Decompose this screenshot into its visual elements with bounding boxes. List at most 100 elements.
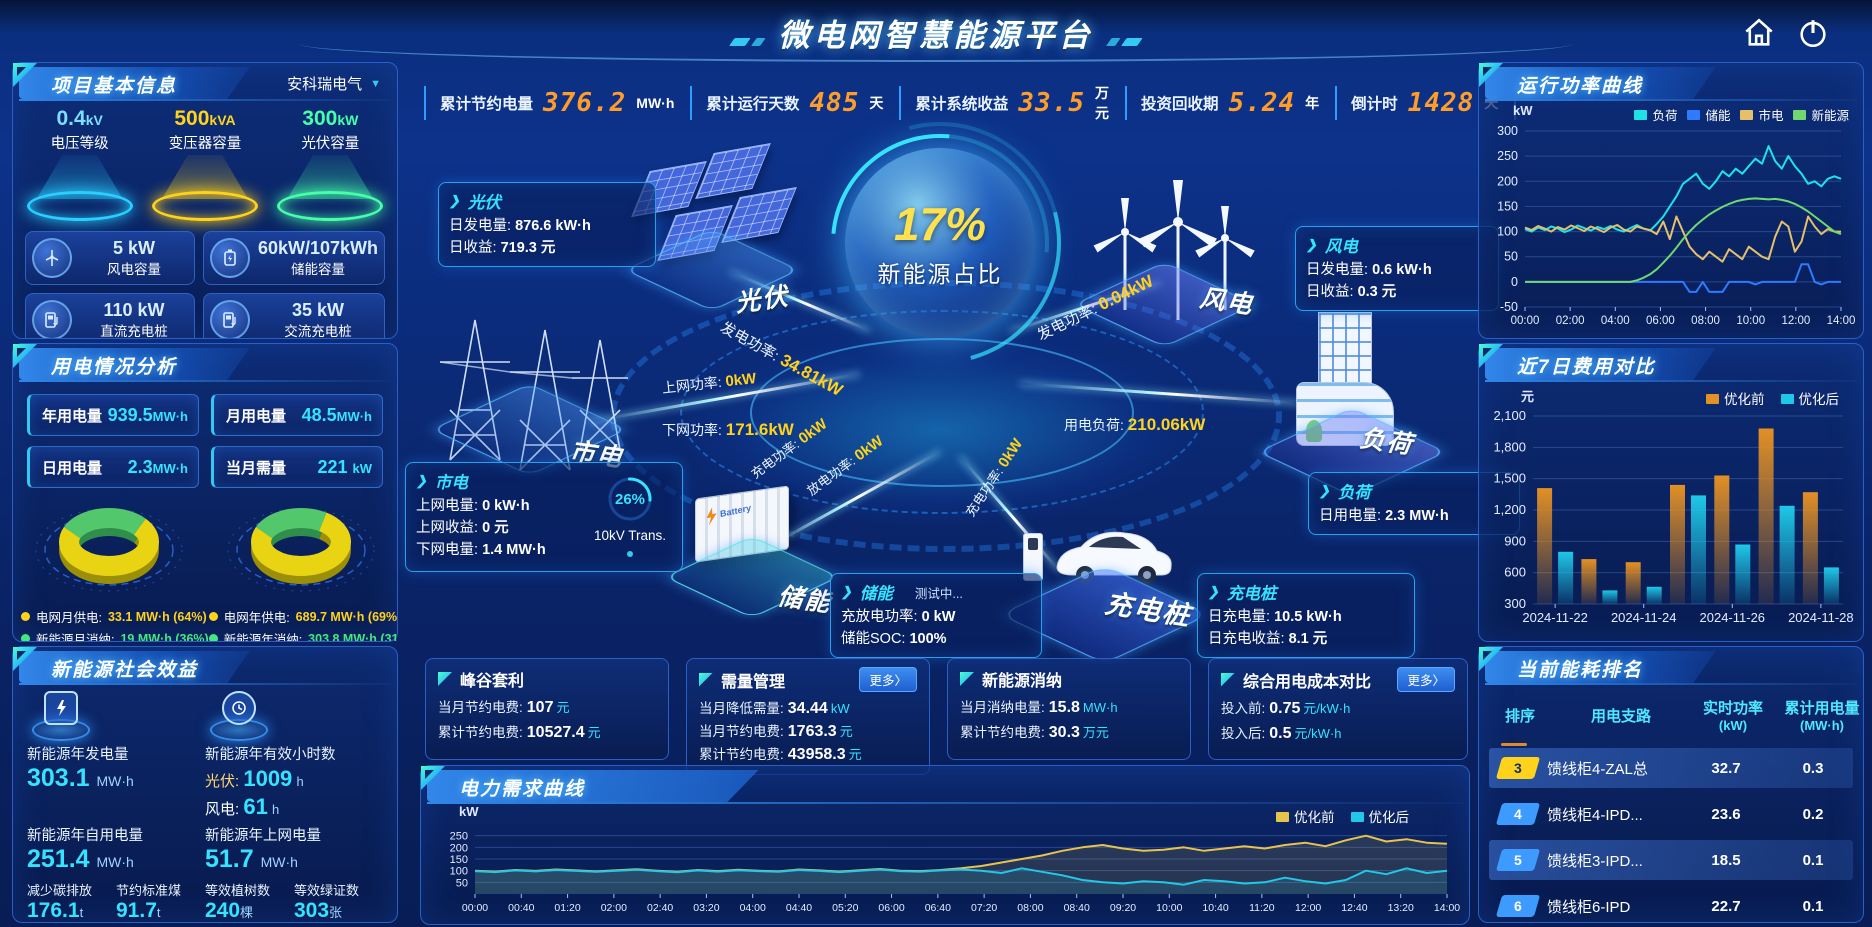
voltage-level-cone: 0.4kV 电压等级 <box>21 107 139 221</box>
dc-charger-card: 110 kW 直流充电桩 <box>25 293 195 338</box>
header-swoosh <box>300 44 1572 62</box>
mini-corner-icon <box>1221 672 1235 687</box>
svg-text:05:20: 05:20 <box>832 902 858 914</box>
total-energy-value: 0.1 <box>1802 897 1824 915</box>
demand-chart-legend: 优化前 优化后 <box>1276 806 1409 826</box>
title-deco-right-icon <box>1121 38 1143 46</box>
svg-text:07:20: 07:20 <box>971 902 997 914</box>
table-row[interactable]: 5 馈线柜3-IPD... 18.5 0.1 <box>1489 840 1853 880</box>
mini-stat-row: 当月消纳电量: 15.8 MW·h <box>960 699 1118 716</box>
svg-text:2024-11-26: 2024-11-26 <box>1700 610 1766 625</box>
svg-text:600: 600 <box>1504 565 1526 580</box>
storage-battery-graphic: Battery <box>695 485 790 577</box>
energy-flow-diagram: 17% 新能源占比 光伏 风电 <box>400 77 1520 664</box>
total-energy-value: 0.2 <box>1802 805 1824 823</box>
wind-node-label: 风电 <box>1198 284 1256 320</box>
demand-curve-title: 电力需求曲线 <box>459 779 586 800</box>
svg-text:00:40: 00:40 <box>508 902 534 914</box>
svg-text:100: 100 <box>450 866 468 878</box>
legend-item: 新能源月消纳: 19 MW·h (36%) <box>21 629 209 641</box>
kpi-bar: 累计节约电量 376.2 MW·h 累计运行天数 485 天 累计系统收益 33.5 万元 … <box>424 85 1517 121</box>
svg-text:250: 250 <box>1497 149 1518 163</box>
legend-item: 优化后 <box>1350 806 1409 826</box>
svg-text:09:20: 09:20 <box>1110 902 1136 914</box>
card-arrow-icon: ❯ <box>1208 584 1219 599</box>
svg-text:10:40: 10:40 <box>1202 902 1228 914</box>
title-deco-left-icon <box>729 38 751 46</box>
company-selector[interactable]: 安科瑞电气 ▼ <box>287 76 381 93</box>
svg-text:900: 900 <box>1504 533 1526 548</box>
legend-swatch-icon <box>1687 110 1701 120</box>
card-arrow-icon: ❯ <box>1319 483 1330 498</box>
social-benefit-title: 新能源社会效益 <box>51 660 199 681</box>
kpi-payback-period: 投资回收期 5.24 年 <box>1125 86 1335 120</box>
card-arrow-icon: ❯ <box>416 473 427 488</box>
renewable-share-label: 新能源占比 <box>877 261 1003 287</box>
ranking-table-header: 排序 用电支路 实时功率 (kW) 累计用电量 (MW·h) <box>1504 700 1860 733</box>
more-button[interactable]: 更多〉 <box>1397 667 1455 692</box>
wind-info-card: ❯ 风电 日发电量: 0.6 kW·h 日收益: 0.3 元 <box>1295 226 1499 311</box>
legend-item: 市电 <box>1740 105 1783 124</box>
branch-name: 馈线柜4-ZAL总 <box>1547 760 1648 778</box>
total-energy-value: 0.3 <box>1802 759 1824 777</box>
legend-dot-icon <box>208 634 218 641</box>
transformer-gauge: 26% 10kV Trans. <box>588 475 672 557</box>
legend-swatch-icon <box>1276 812 1289 822</box>
gauge-dot-icon <box>627 551 633 557</box>
home-icon <box>1745 18 1773 46</box>
legend-item: 负荷 <box>1634 105 1677 124</box>
legend-swatch-icon <box>1793 110 1807 120</box>
table-row[interactable]: 3 馈线柜4-ZAL总 32.7 0.3 <box>1489 748 1853 788</box>
clock-icon <box>205 689 269 741</box>
card-row: 日充电收益: 8.1 元 <box>1208 630 1328 647</box>
card-row: 日充电量: 10.5 kW·h <box>1208 609 1342 625</box>
more-button[interactable]: 更多〉 <box>859 667 917 692</box>
project-info-title: 项目基本信息 <box>51 76 178 97</box>
power-curve-title: 运行功率曲线 <box>1517 76 1644 97</box>
cost-chart-legend: 优化前 优化后 <box>1706 388 1839 408</box>
card-row: 下网电量: 1.4 MW·h <box>416 541 546 558</box>
ac-charger-card: 35 kW 交流充电桩 <box>202 293 385 338</box>
table-row[interactable]: 6 馈线柜6-IPD 22.7 0.1 <box>1489 886 1853 922</box>
realtime-power-value: 32.7 <box>1711 759 1741 777</box>
home-button[interactable] <box>1742 16 1776 50</box>
power-icon <box>1800 20 1826 48</box>
legend-swatch-icon <box>1706 394 1719 404</box>
svg-text:14:00: 14:00 <box>1827 315 1855 327</box>
charger-info-card: ❯ 充电桩 日充电量: 10.5 kW·h 日充电收益: 8.1 元 <box>1197 573 1415 658</box>
svg-text:06:00: 06:00 <box>878 902 904 914</box>
usage-analysis-panel: 用电情况分析 年用电量 939.5MW·h 月用电量 48.5MW·h 日用电量 2.… <box>12 343 398 642</box>
legend-dot-icon <box>21 634 30 641</box>
renewable-consumption-panel: 新能源消纳 当月消纳电量: 15.8 MW·h 累计节约电费: 30.3 万元 <box>947 658 1191 760</box>
table-row[interactable]: 4 馈线柜4-IPD... 23.6 0.2 <box>1489 794 1853 834</box>
svg-text:03:20: 03:20 <box>693 902 719 914</box>
card-arrow-icon: ❯ <box>449 193 460 208</box>
legend-item: 优化前 <box>1276 806 1335 826</box>
svg-text:2024-11-24: 2024-11-24 <box>1611 610 1677 625</box>
power-button[interactable] <box>1796 16 1830 50</box>
generation-icon <box>27 689 91 741</box>
benefit-stat: 等效植树数 240棵 <box>205 883 271 922</box>
mini-corner-icon <box>960 672 974 686</box>
card-row: 上网收益: 0 元 <box>416 519 509 536</box>
grid-info-card: ❯ 市电 上网电量: 0 kW·h 上网收益: 0 元下网电量: 1.4 MW·h … <box>405 462 683 572</box>
grid-towers-graphic <box>439 319 628 471</box>
svg-text:06:40: 06:40 <box>925 902 951 914</box>
chevron-down-icon: ▼ <box>370 77 381 90</box>
title-deco-left2-icon <box>751 38 766 46</box>
mini-stat-row: 当月节约电费: 107 元 <box>438 699 570 716</box>
svg-text:150: 150 <box>1497 199 1518 213</box>
card-row: 储能SOC: 100% <box>841 630 947 647</box>
svg-text:04:00: 04:00 <box>740 902 766 914</box>
svg-text:04:00: 04:00 <box>1601 315 1630 327</box>
ev-charger-graphic <box>1015 515 1185 625</box>
svg-text:1,200: 1,200 <box>1493 502 1526 517</box>
svg-text:10:00: 10:00 <box>1156 902 1182 914</box>
benefit-stat: 减少碳排放 176.1t <box>27 883 93 922</box>
month-demand-stat: 当月需量 221 kW <box>211 446 383 488</box>
storage-capacity-card: 60kW/107kWh 储能容量 <box>202 231 385 285</box>
y-axis-unit: kW <box>459 804 479 819</box>
year-usage-stat: 年用电量 939.5MW·h <box>27 394 199 436</box>
renewable-share-percent: 17% <box>893 198 987 250</box>
project-info-panel: 项目基本信息 安科瑞电气 ▼ 0.4kV 电压等级 500kVA 变压器容量 30… <box>12 62 398 339</box>
